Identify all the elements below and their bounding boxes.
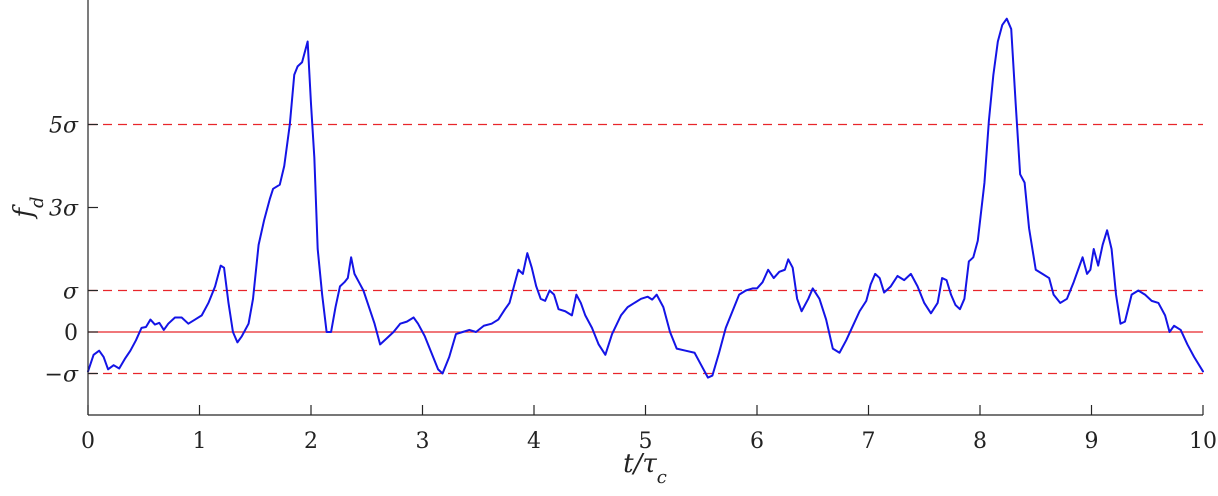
series-layer — [87, 17, 1204, 379]
x-axis-label: t/τc — [623, 449, 667, 488]
y-ticks: −σ 0 σ 3σ 5σ — [45, 114, 98, 388]
y-tick-label: 3σ — [49, 197, 79, 222]
x-ticks: 0 1 2 3 4 5 6 7 8 9 10 — [81, 405, 1217, 454]
x-tick-label: 3 — [416, 429, 430, 454]
x-tick-label: 1 — [193, 429, 207, 454]
x-tick-label: 0 — [81, 429, 95, 454]
x-tick-label: 7 — [862, 429, 876, 454]
y-axis-label-subscript: d — [27, 196, 48, 208]
y-tick-label: −σ — [45, 363, 79, 388]
reference-lines — [88, 123, 1203, 375]
y-tick-label: 5σ — [49, 114, 79, 139]
y-tick-label: σ — [63, 280, 79, 305]
x-tick-label: 5 — [639, 429, 653, 454]
x-tick-label: 4 — [527, 429, 541, 454]
x-tick-label: 6 — [750, 429, 764, 454]
x-tick-label: 2 — [304, 429, 318, 454]
y-tick-label: 0 — [64, 321, 78, 346]
x-tick-label: 10 — [1189, 429, 1217, 454]
x-axis-label-subscript: c — [657, 467, 667, 488]
y-axis-label: fd — [9, 196, 48, 219]
x-tick-label: 9 — [1085, 429, 1099, 454]
data-series-line — [87, 17, 1204, 379]
x-tick-label: 8 — [973, 429, 987, 454]
